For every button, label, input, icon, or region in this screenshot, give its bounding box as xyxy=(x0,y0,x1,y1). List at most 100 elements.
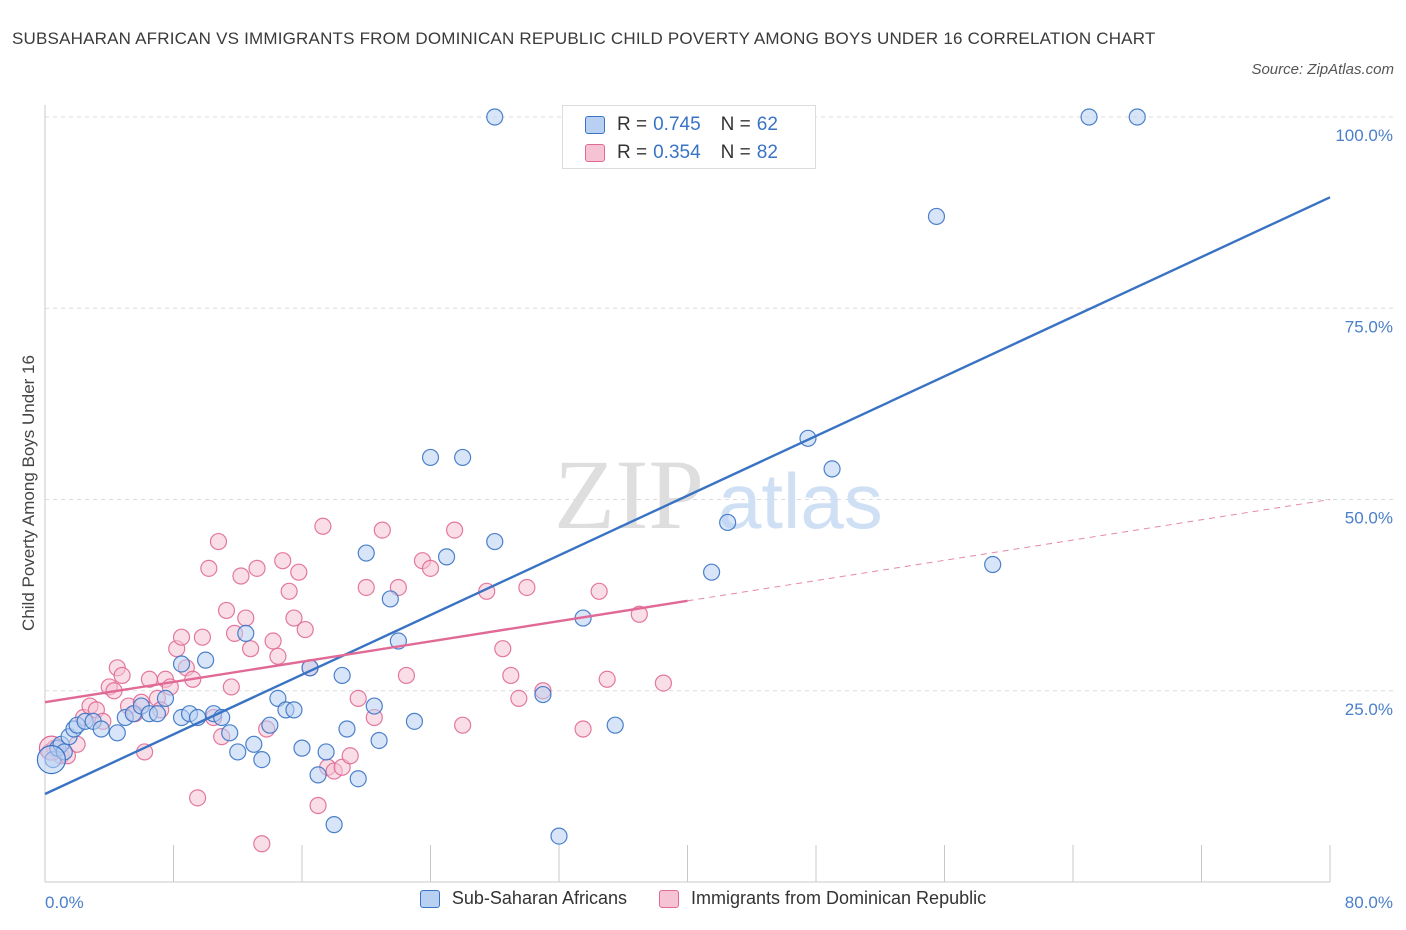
watermark: ZIP atlas xyxy=(554,439,883,550)
dominican-point xyxy=(232,567,250,585)
correlation-legend: R = 0.745 N = 62 R = 0.354 N = 82 xyxy=(562,105,816,169)
dominican-point xyxy=(397,666,416,685)
dominican-point xyxy=(193,628,212,646)
legend-row-subsaharan: R = 0.745 N = 62 xyxy=(585,113,778,137)
subsaharan-point xyxy=(156,689,175,708)
dominican-point xyxy=(494,640,512,658)
dominican-point xyxy=(574,720,592,738)
grid-lines xyxy=(45,116,1393,692)
subsaharan-point xyxy=(293,739,311,757)
dominican-point xyxy=(510,689,528,708)
dominican-point xyxy=(200,559,218,577)
dominican-point xyxy=(290,563,308,581)
subsaharan-point xyxy=(92,720,110,738)
y-axis-label: Child Poverty Among Boys Under 16 xyxy=(19,355,38,631)
dominican-point xyxy=(209,532,228,551)
subsaharan-point xyxy=(357,544,375,562)
series-dominican-points xyxy=(38,517,673,853)
legend-r-label: R = xyxy=(617,114,648,135)
dominican-point xyxy=(188,789,207,807)
dominican-point xyxy=(296,620,314,639)
subsaharan-point xyxy=(333,666,351,685)
subsaharan-point xyxy=(317,743,335,761)
legend-swatch-blue xyxy=(585,116,605,134)
watermark-atlas: atlas xyxy=(718,457,883,545)
legend-n-label: N = xyxy=(720,114,751,135)
subsaharan-point xyxy=(486,532,504,551)
dominican-point xyxy=(518,578,536,597)
subsaharan-point xyxy=(309,766,327,784)
subsaharan-point xyxy=(245,735,263,753)
subsaharan-point xyxy=(437,548,456,566)
subsaharan-point xyxy=(285,701,303,719)
watermark-zip: ZIP xyxy=(554,439,704,550)
dominican-point xyxy=(445,521,464,539)
subsaharan-point xyxy=(108,724,126,742)
dominican-point xyxy=(269,647,287,665)
dominican-point xyxy=(421,559,440,577)
dominican-point xyxy=(309,796,327,815)
subsaharan-point xyxy=(338,720,356,738)
subsaharan-point xyxy=(702,563,721,581)
trend-lines xyxy=(44,196,1331,796)
subsaharan-point xyxy=(984,555,1002,574)
dominican-point xyxy=(590,582,608,600)
source-label: Source: ZipAtlas.com xyxy=(1251,61,1394,78)
subsaharan-point xyxy=(261,716,279,734)
subsaharan-point xyxy=(221,724,239,742)
dominican-point xyxy=(242,640,260,658)
subsaharan-point xyxy=(197,651,215,669)
dominican-point xyxy=(598,670,616,688)
dominican-point xyxy=(172,628,191,646)
x-tick-label: 80.0% xyxy=(1345,893,1393,912)
dominican-point xyxy=(454,716,472,734)
subsaharan-point xyxy=(325,816,343,834)
subsaharan-point xyxy=(229,743,247,761)
dominican-point xyxy=(264,632,282,650)
dominican-point xyxy=(248,559,266,577)
dominican-point xyxy=(357,578,375,597)
dominican-point xyxy=(280,582,298,600)
y-tick-label: 25.0% xyxy=(1345,700,1393,719)
legend-swatch-pink xyxy=(585,144,605,162)
series-legend: Sub-Saharan Africans Immigrants from Dom… xyxy=(0,888,1406,909)
x-tick-label: 0.0% xyxy=(45,893,84,912)
chart-title: SUBSAHARAN AFRICAN VS IMMIGRANTS FROM DO… xyxy=(12,29,1156,48)
dominican-point xyxy=(341,747,359,765)
subsaharan-point xyxy=(486,108,504,126)
dominican-point xyxy=(654,674,673,692)
legend-swatch-pink xyxy=(659,889,679,908)
y-tick-label: 50.0% xyxy=(1345,509,1393,528)
legend-r-value: 0.745 xyxy=(653,114,701,135)
dominican-point xyxy=(274,552,292,570)
subsaharan-point xyxy=(606,716,624,734)
y-tick-label: 100.0% xyxy=(1335,126,1393,145)
subsaharan-point xyxy=(454,448,472,467)
dominican-point xyxy=(237,609,255,627)
tick-labels: 25.0% 50.0% 75.0% 100.0% 0.0% 80.0% xyxy=(45,126,1393,912)
legend-n-value: 62 xyxy=(756,114,778,135)
subsaharan-point xyxy=(349,770,367,788)
subsaharan-point xyxy=(927,207,946,226)
subsaharan-trend-line xyxy=(44,196,1331,796)
dominican-point xyxy=(222,678,240,696)
dominican-point xyxy=(349,689,367,708)
legend-swatch-blue xyxy=(419,889,440,908)
subsaharan-point xyxy=(237,624,255,642)
subsaharan-point xyxy=(823,460,841,478)
subsaharan-point xyxy=(365,697,383,715)
dominican-point xyxy=(373,521,391,539)
subsaharan-point xyxy=(1080,108,1098,126)
legend-r-label: R = xyxy=(617,142,648,163)
dominican-point xyxy=(502,666,520,685)
subsaharan-point xyxy=(381,590,399,608)
legend-n-value: 82 xyxy=(756,142,778,163)
subsaharan-point xyxy=(421,448,440,467)
legend-label-subsaharan: Sub-Saharan Africans xyxy=(451,888,627,908)
dominican-trend-line xyxy=(44,599,688,704)
y-tick-label: 75.0% xyxy=(1345,317,1393,336)
legend-label-dominican: Immigrants from Dominican Republic xyxy=(691,888,987,908)
dominican-trend-extension xyxy=(687,499,1331,602)
legend-r-value: 0.354 xyxy=(653,142,701,163)
legend-item-dominican: Immigrants from Dominican Republic xyxy=(659,888,986,909)
